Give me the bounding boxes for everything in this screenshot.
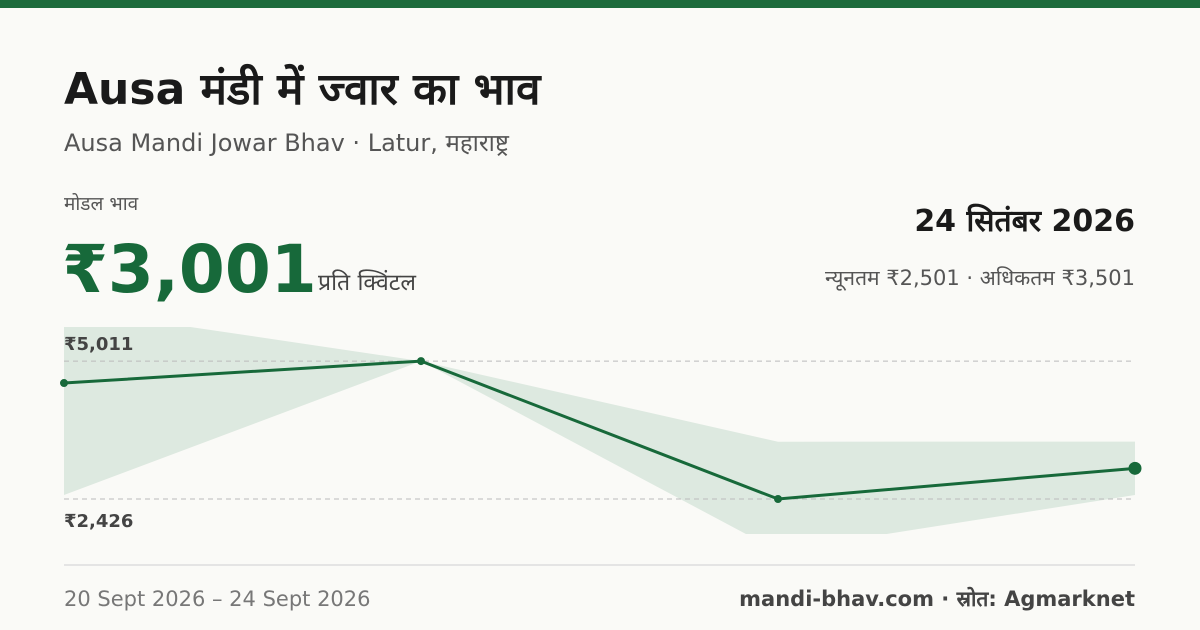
date: 24 सितंबर 2026	[914, 203, 1135, 239]
source: mandi-bhav.com · स्रोत: Agmarknet	[739, 586, 1135, 611]
modal-point	[1128, 461, 1142, 475]
chart-overlay: ₹5,011 ₹2,426	[60, 334, 1142, 532]
price-label: मोडल भाव	[64, 192, 139, 215]
top-bar	[0, 0, 1200, 8]
reference-label: ₹5,011	[64, 334, 133, 355]
modal-point	[417, 357, 425, 366]
modal-point	[60, 379, 68, 388]
date-range: 20 Sept 2026 – 24 Sept 2026	[64, 587, 371, 611]
price: ₹3,001	[62, 231, 317, 308]
unit: प्रति क्विंटल	[318, 269, 416, 296]
subtitle: Ausa Mandi Jowar Bhav · Latur, महाराष्ट्…	[64, 129, 510, 157]
title: Ausa मंडी में ज्वार का भाव	[64, 63, 542, 115]
modal-point	[774, 495, 782, 504]
reference-label: ₹2,426	[64, 511, 133, 532]
modal-line	[63, 359, 1136, 501]
price-range: न्यूनतम ₹2,501 · अधिकतम ₹3,501	[825, 266, 1135, 291]
